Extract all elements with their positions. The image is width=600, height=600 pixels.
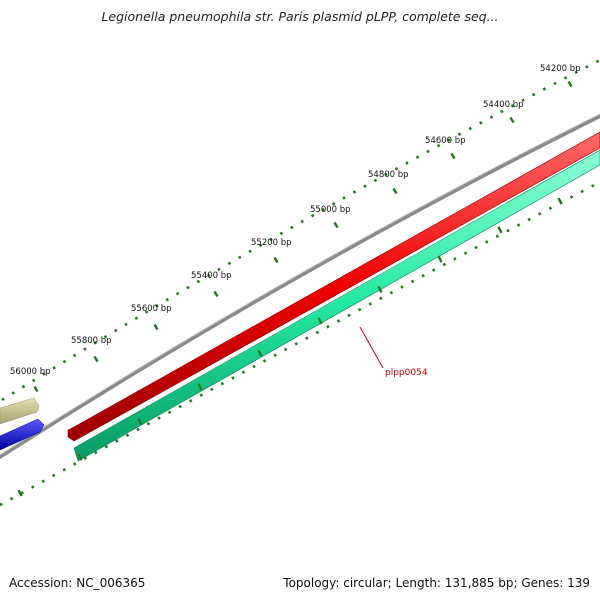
outer-ruler-ticks [1, 58, 600, 402]
inner-ruler-major-tick [77, 453, 83, 461]
ruler-label: 55200 bp [251, 238, 292, 248]
ruler-label: 54600 bp [425, 136, 466, 146]
inner-ruler-major-tick [437, 255, 443, 263]
ruler-major-tick [273, 256, 279, 264]
inner-ruler-major-tick [257, 349, 263, 357]
ruler-labels: 54200 bp 54400 bp 54600 bp 54800 bp 55000 bp… [10, 64, 581, 377]
ruler-major-tick [392, 187, 398, 195]
inner-ruler-major-tick [377, 285, 383, 294]
inner-ruler-major-tick [497, 226, 503, 234]
inner-ruler-major-tick [557, 197, 563, 205]
inner-ruler-major-tick [137, 418, 143, 426]
ruler-major-tick [509, 116, 515, 124]
inner-ruler-major-tick [197, 383, 203, 391]
ruler-label: 55400 bp [191, 271, 232, 281]
ruler-label: 55000 bp [310, 205, 351, 215]
page-title: Legionella pneumophila str. Paris plasmi… [101, 9, 499, 24]
genome-summary-text: Topology: circular; Length: 131,885 bp; … [283, 576, 590, 590]
ruler-major-tick [93, 355, 99, 363]
ruler-major-ticks [33, 80, 573, 393]
accession-text: Accession: NC_006365 [9, 576, 146, 590]
feature-blue [0, 418, 45, 451]
inner-ruler-major-tick [17, 489, 23, 497]
ruler-label: 54400 bp [483, 100, 524, 110]
gene-label-plpp0054[interactable]: plpp0054 [385, 368, 428, 378]
feature-red [67, 131, 600, 442]
ruler-major-tick [213, 290, 219, 298]
inner-ruler-major-tick [317, 317, 323, 325]
ruler-label: 54200 bp [540, 64, 581, 74]
feature-olive [0, 397, 40, 425]
inner-ruler-major-ticks [17, 197, 563, 497]
ruler-major-tick [153, 323, 159, 331]
gene-leader-line [359, 326, 384, 369]
ruler-major-tick [33, 385, 39, 393]
inner-ruler-ticks [0, 180, 600, 507]
ruler-label: 56000 bp [10, 367, 51, 377]
outer-ruler [1, 58, 600, 402]
ruler-label: 55600 bp [131, 304, 172, 314]
plasmid-backbone [0, 113, 600, 460]
ruler-major-tick [333, 221, 339, 229]
ruler-major-tick [567, 80, 573, 88]
ruler-major-tick [450, 152, 456, 160]
ruler-label: 55800 bp [71, 336, 112, 346]
ruler-label: 54800 bp [368, 170, 409, 180]
